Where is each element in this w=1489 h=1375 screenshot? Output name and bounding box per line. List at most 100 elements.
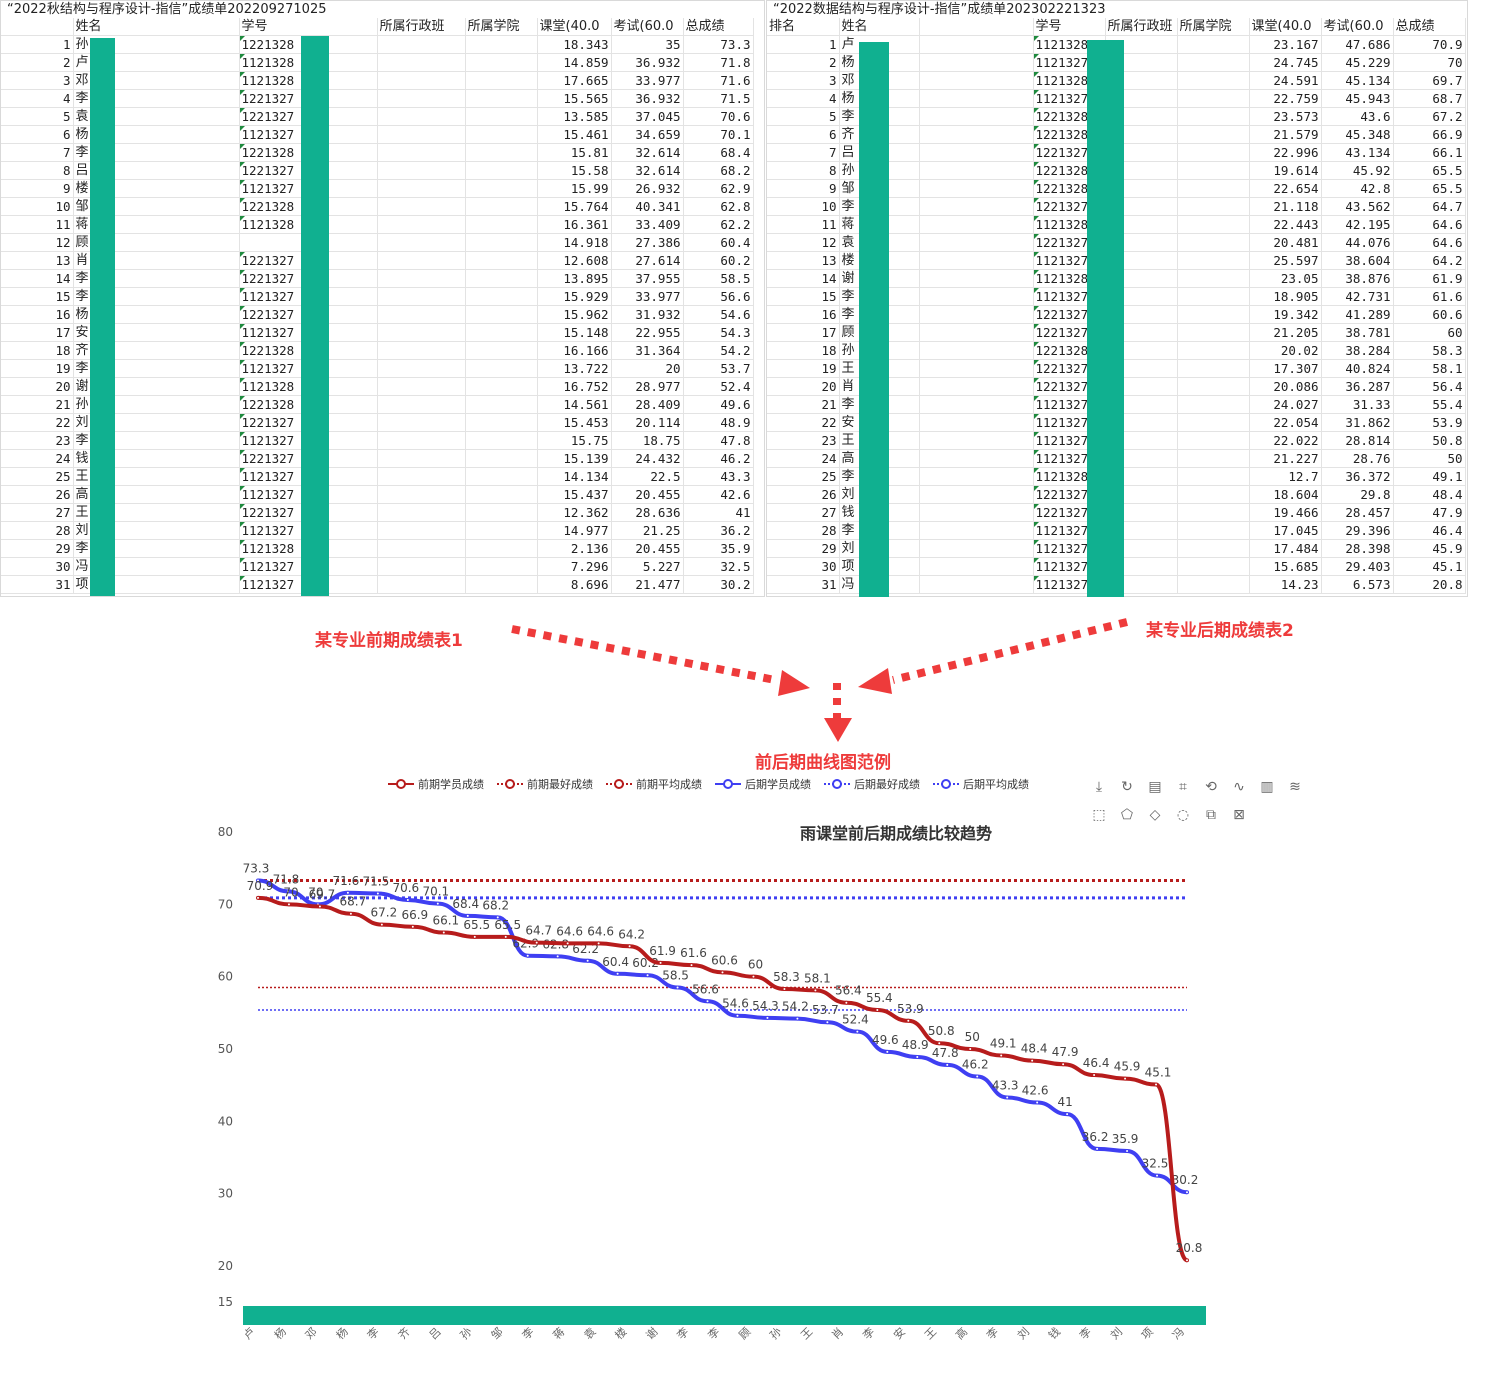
table-cell[interactable]: 22.759 bbox=[1249, 89, 1322, 108]
table-cell[interactable] bbox=[1177, 395, 1250, 414]
table-cell[interactable]: 16.166 bbox=[537, 341, 612, 360]
table-cell[interactable] bbox=[1177, 215, 1250, 234]
table-cell[interactable] bbox=[465, 521, 538, 540]
table-cell[interactable]: 37.045 bbox=[611, 107, 684, 126]
table-cell[interactable] bbox=[1177, 269, 1250, 288]
header-cell[interactable]: 课堂(40.0 bbox=[1249, 18, 1322, 36]
table-cell[interactable]: 41.289 bbox=[1321, 305, 1394, 324]
table-cell[interactable]: 15.565 bbox=[537, 89, 612, 108]
table-cell[interactable]: 26 bbox=[1, 485, 74, 504]
table-cell[interactable] bbox=[465, 143, 538, 162]
table-cell[interactable]: 3 bbox=[1, 71, 74, 90]
table-cell[interactable]: 16 bbox=[1, 305, 74, 324]
table-cell[interactable]: 21.477 bbox=[611, 575, 684, 594]
table-cell[interactable] bbox=[377, 539, 466, 558]
table-cell[interactable] bbox=[919, 575, 1034, 594]
table-cell[interactable]: 5.227 bbox=[611, 557, 684, 576]
table-cell[interactable]: 66.1 bbox=[1393, 143, 1466, 162]
table-cell[interactable]: 19 bbox=[1, 359, 74, 378]
polygon-select-icon[interactable]: ⬠ bbox=[1120, 807, 1134, 823]
table-cell[interactable]: 16.361 bbox=[537, 215, 612, 234]
table-cell[interactable]: 20 bbox=[611, 359, 684, 378]
table-cell[interactable]: 7 bbox=[767, 143, 840, 162]
table-cell[interactable]: 12.7 bbox=[1249, 467, 1322, 486]
table-cell[interactable] bbox=[1177, 53, 1250, 72]
table-cell[interactable] bbox=[465, 53, 538, 72]
table-cell[interactable] bbox=[377, 215, 466, 234]
table-cell[interactable]: 9 bbox=[1, 179, 74, 198]
table-cell[interactable]: 62.2 bbox=[683, 215, 754, 234]
table-cell[interactable]: 23.05 bbox=[1249, 269, 1322, 288]
header-cell[interactable]: 姓名 bbox=[839, 18, 920, 36]
table-cell[interactable]: 43.134 bbox=[1321, 143, 1394, 162]
table-cell[interactable] bbox=[465, 233, 538, 252]
table-cell[interactable] bbox=[919, 179, 1034, 198]
bar-icon[interactable]: ▥ bbox=[1260, 779, 1274, 795]
table-cell[interactable]: 43.3 bbox=[683, 467, 754, 486]
table-cell[interactable]: 28 bbox=[767, 521, 840, 540]
table-cell[interactable] bbox=[377, 323, 466, 342]
table-cell[interactable]: 5 bbox=[767, 107, 840, 126]
table-cell[interactable]: 15 bbox=[767, 287, 840, 306]
table-cell[interactable]: 17 bbox=[1, 323, 74, 342]
table-cell[interactable]: 14.561 bbox=[537, 395, 612, 414]
table-cell[interactable]: 58.5 bbox=[683, 269, 754, 288]
table-cell[interactable] bbox=[377, 521, 466, 540]
table-cell[interactable]: 68.7 bbox=[1393, 89, 1466, 108]
table-cell[interactable]: 14.977 bbox=[537, 521, 612, 540]
table-cell[interactable]: 70 bbox=[1393, 53, 1466, 72]
table-cell[interactable] bbox=[919, 341, 1034, 360]
table-cell[interactable] bbox=[377, 53, 466, 72]
header-cell[interactable]: 学号 bbox=[239, 18, 378, 36]
table-cell[interactable]: 71.6 bbox=[683, 71, 754, 90]
table-cell[interactable] bbox=[919, 269, 1034, 288]
table-cell[interactable] bbox=[377, 125, 466, 144]
legend-item[interactable]: 后期学员成绩 bbox=[715, 776, 811, 792]
table-cell[interactable] bbox=[1177, 557, 1250, 576]
table-cell[interactable]: 20.455 bbox=[611, 485, 684, 504]
table-cell[interactable] bbox=[465, 395, 538, 414]
table-cell[interactable] bbox=[465, 431, 538, 450]
table-cell[interactable]: 36.932 bbox=[611, 53, 684, 72]
table-cell[interactable] bbox=[465, 35, 538, 54]
download-icon[interactable]: ⤓ bbox=[1095, 779, 1103, 795]
table-cell[interactable] bbox=[465, 125, 538, 144]
table-cell[interactable] bbox=[465, 485, 538, 504]
table-cell[interactable]: 15.99 bbox=[537, 179, 612, 198]
table-cell[interactable]: 15.75 bbox=[537, 431, 612, 450]
table-cell[interactable]: 50.8 bbox=[1393, 431, 1466, 450]
table-cell[interactable]: 4 bbox=[767, 89, 840, 108]
table-cell[interactable] bbox=[377, 575, 466, 594]
table-cell[interactable]: 33.977 bbox=[611, 71, 684, 90]
table-cell[interactable] bbox=[465, 503, 538, 522]
header-cell[interactable]: 课堂(40.0 bbox=[537, 18, 612, 36]
table-cell[interactable]: 21.25 bbox=[611, 521, 684, 540]
table-cell[interactable] bbox=[377, 557, 466, 576]
table-cell[interactable] bbox=[377, 179, 466, 198]
table-cell[interactable]: 2.136 bbox=[537, 539, 612, 558]
table-cell[interactable] bbox=[919, 359, 1034, 378]
table-cell[interactable]: 64.7 bbox=[1393, 197, 1466, 216]
table-cell[interactable]: 49.1 bbox=[1393, 467, 1466, 486]
table-cell[interactable]: 47.8 bbox=[683, 431, 754, 450]
table-cell[interactable] bbox=[919, 395, 1034, 414]
clear-select-icon[interactable]: ◌ bbox=[1176, 807, 1190, 823]
table-cell[interactable]: 64.6 bbox=[1393, 215, 1466, 234]
table-cell[interactable]: 25.597 bbox=[1249, 251, 1322, 270]
table-cell[interactable]: 29.403 bbox=[1321, 557, 1394, 576]
table-cell[interactable] bbox=[377, 143, 466, 162]
table-cell[interactable]: 13 bbox=[767, 251, 840, 270]
table-cell[interactable]: 50 bbox=[1393, 449, 1466, 468]
table-cell[interactable]: 2 bbox=[1, 53, 74, 72]
line-icon[interactable]: ∿ bbox=[1233, 779, 1245, 795]
header-cell[interactable]: 考试(60.0 bbox=[611, 18, 684, 36]
table-cell[interactable]: 12 bbox=[1, 233, 74, 252]
table-cell[interactable] bbox=[377, 485, 466, 504]
table-cell[interactable]: 5 bbox=[1, 107, 74, 126]
table-cell[interactable] bbox=[1177, 413, 1250, 432]
table-cell[interactable]: 23.573 bbox=[1249, 107, 1322, 126]
table-cell[interactable]: 29 bbox=[1, 539, 74, 558]
table-cell[interactable]: 31.862 bbox=[1321, 413, 1394, 432]
table-cell[interactable]: 62.9 bbox=[683, 179, 754, 198]
table-cell[interactable]: 19 bbox=[767, 359, 840, 378]
